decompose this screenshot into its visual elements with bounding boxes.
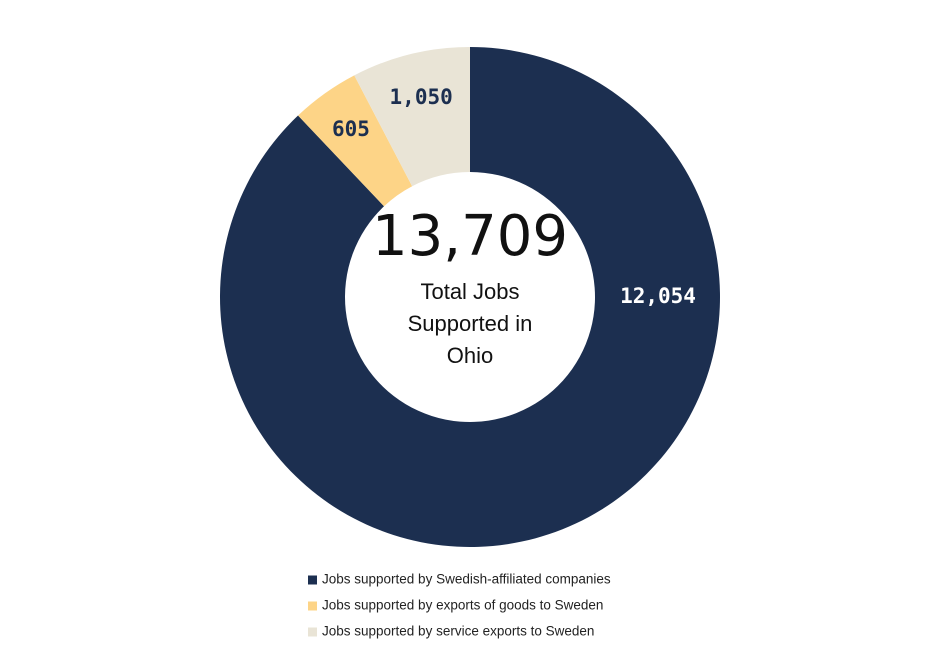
donut-slice [298,75,413,207]
legend-swatch [308,575,317,585]
value-label: 1,050 [390,85,453,109]
legend-label: Jobs supported by service exports to Swe… [322,624,594,639]
legend-label: Jobs supported by Swedish-affiliated com… [322,572,611,587]
center-text: Total Jobs Supported in Ohio [407,279,533,368]
donut-slice [219,47,721,547]
center-value: 13,709 [372,204,568,269]
donut-slice [354,47,470,187]
value-label: 12,054 [620,284,696,308]
legend-swatch [308,601,317,611]
legend-label: Jobs supported by exports of goods to Sw… [322,598,603,613]
value-label: 605 [332,117,370,141]
legend-swatch [308,627,317,637]
